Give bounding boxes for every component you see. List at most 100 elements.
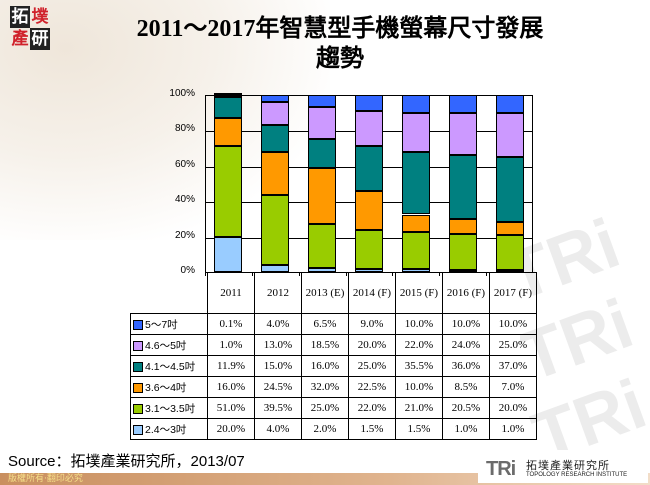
table-cell: 16.0% <box>301 355 349 377</box>
title-line-1: 2011～2017年智慧型手機螢幕尺寸發展 <box>136 16 544 42</box>
table-row: 4.1～4.5吋 11.9% 15.0% 16.0% 25.0% 35.5% 36.0% 37… <box>130 355 537 377</box>
bar-segment <box>401 214 430 233</box>
legend-label: 4.6～5吋 <box>145 339 187 352</box>
table-header-row: 2011 2012 2013 (E) 2014 (F) 2015 (F) 2016 (F)… <box>130 272 537 314</box>
table-cell: 22.0% <box>395 334 443 356</box>
bar-2014-F <box>355 95 383 272</box>
bar-2013-E <box>308 95 337 272</box>
bar-2011 <box>214 93 243 272</box>
table-corner <box>130 272 208 314</box>
tri-brand: TRi 拓墣產業研究所 TOPOLOGY RESEARCH INSTITUTE <box>478 455 648 483</box>
title-line-2: 趨勢 <box>316 46 364 72</box>
bar-segment <box>261 95 290 103</box>
logo-char: 墣 <box>31 7 49 27</box>
bar-segment <box>308 106 337 140</box>
table-cell: 1.5% <box>395 418 443 440</box>
table-cell: 10.0% <box>395 313 443 335</box>
bar-segment <box>355 190 383 231</box>
bar-segment <box>261 125 290 152</box>
table-cell: 1.0% <box>207 334 255 356</box>
table-cell: 37.0% <box>489 355 537 377</box>
table-cell: 13.0% <box>254 334 302 356</box>
bar-segment <box>308 95 337 107</box>
table-cell: 1.0% <box>442 418 490 440</box>
bar-segment <box>448 218 477 234</box>
bar-segment <box>355 110 383 147</box>
bar-segment <box>401 112 430 152</box>
legend-swatch-icon <box>133 403 143 414</box>
legend-swatch-icon <box>133 382 143 393</box>
column-header: 2013 (E) <box>301 272 349 314</box>
table-cell: 36.0% <box>442 355 490 377</box>
bar-segment <box>261 102 290 126</box>
table-cell: 25.0% <box>301 397 349 419</box>
column-header: 2011 <box>207 272 255 314</box>
table-cell: 22.5% <box>348 376 396 398</box>
data-table: 2011 2012 2013 (E) 2014 (F) 2015 (F) 2016 (F)… <box>130 272 537 440</box>
bar-segment <box>495 95 524 113</box>
table-cell: 22.0% <box>348 397 396 419</box>
bar-segment <box>261 151 290 196</box>
page-title: 2011～2017年智慧型手機螢幕尺寸發展 趨勢 <box>60 14 620 74</box>
table-row: 4.6～5吋 1.0% 13.0% 18.5% 20.0% 22.0% 24.0% 25.0% <box>130 334 537 356</box>
bar-segment <box>495 112 524 157</box>
source-note: Source：拓墣產業研究所，2013/07 <box>8 453 245 470</box>
bar-2017-F <box>495 95 524 272</box>
table-cell: 11.9% <box>207 355 255 377</box>
column-header: 2015 (F) <box>395 272 443 314</box>
column-header: 2014 (F) <box>348 272 396 314</box>
y-tick-label: 60% <box>174 158 195 170</box>
table-cell: 35.5% <box>395 355 443 377</box>
bar-segment <box>401 232 430 270</box>
table-row: 2.4～3吋 20.0% 4.0% 2.0% 1.5% 1.5% 1.0% 1.0% <box>130 418 537 440</box>
column-header: 2017 (F) <box>489 272 537 314</box>
tri-watermark: TRi TRi TRi <box>520 204 650 450</box>
table-cell: 20.0% <box>207 418 255 440</box>
legend-cell: 5～7吋 <box>130 313 208 335</box>
bar-segment <box>355 146 383 191</box>
bar-segment <box>495 270 524 272</box>
tri-logo-mark: TRi <box>486 458 516 480</box>
bar-segment <box>495 222 524 235</box>
legend-cell: 2.4～3吋 <box>130 418 208 440</box>
bar-segment <box>214 96 243 119</box>
bar-segment <box>401 269 430 272</box>
bar-segment <box>355 95 383 111</box>
legend-swatch-icon <box>133 424 143 435</box>
table-cell: 16.0% <box>207 376 255 398</box>
bar-segment <box>355 269 383 272</box>
table-cell: 9.0% <box>348 313 396 335</box>
legend-label: 2.4～3吋 <box>145 423 187 436</box>
y-tick-label: 40% <box>174 194 195 206</box>
column-header: 2016 (F) <box>442 272 490 314</box>
bar-segment <box>214 236 243 272</box>
table-cell: 15.0% <box>254 355 302 377</box>
column-header: 2012 <box>254 272 302 314</box>
bar-segment <box>495 156 524 223</box>
legend-swatch-icon <box>133 319 143 330</box>
bar-segment <box>261 195 290 265</box>
table-cell: 24.5% <box>254 376 302 398</box>
bar-segment <box>261 264 290 272</box>
y-tick-label: 80% <box>174 123 195 135</box>
table-row: 5～7吋 0.1% 4.0% 6.5% 9.0% 10.0% 10.0% 10.0% <box>130 313 537 335</box>
bar-segment <box>495 234 524 271</box>
table-cell: 8.5% <box>442 376 490 398</box>
bar-segment <box>401 151 430 215</box>
bar-segment <box>448 95 477 113</box>
stacked-bar-chart <box>205 93 533 276</box>
bar-segment <box>214 118 243 147</box>
y-tick-label: 0% <box>180 265 195 276</box>
bar-segment <box>214 93 243 96</box>
table-cell: 1.0% <box>489 418 537 440</box>
table-cell: 51.0% <box>207 397 255 419</box>
table-cell: 4.0% <box>254 418 302 440</box>
bar-segment <box>214 146 243 237</box>
table-cell: 18.5% <box>301 334 349 356</box>
bar-2015-F <box>401 95 430 272</box>
logo-char: 產 <box>11 29 29 49</box>
table-row: 3.6～4吋 16.0% 24.5% 32.0% 22.5% 10.0% 8.5% 7.0% <box>130 376 537 398</box>
bar-segment <box>448 270 477 272</box>
legend-cell: 4.6～5吋 <box>130 334 208 356</box>
copyright-text: 版權所有‧翻印必究 <box>8 474 83 484</box>
